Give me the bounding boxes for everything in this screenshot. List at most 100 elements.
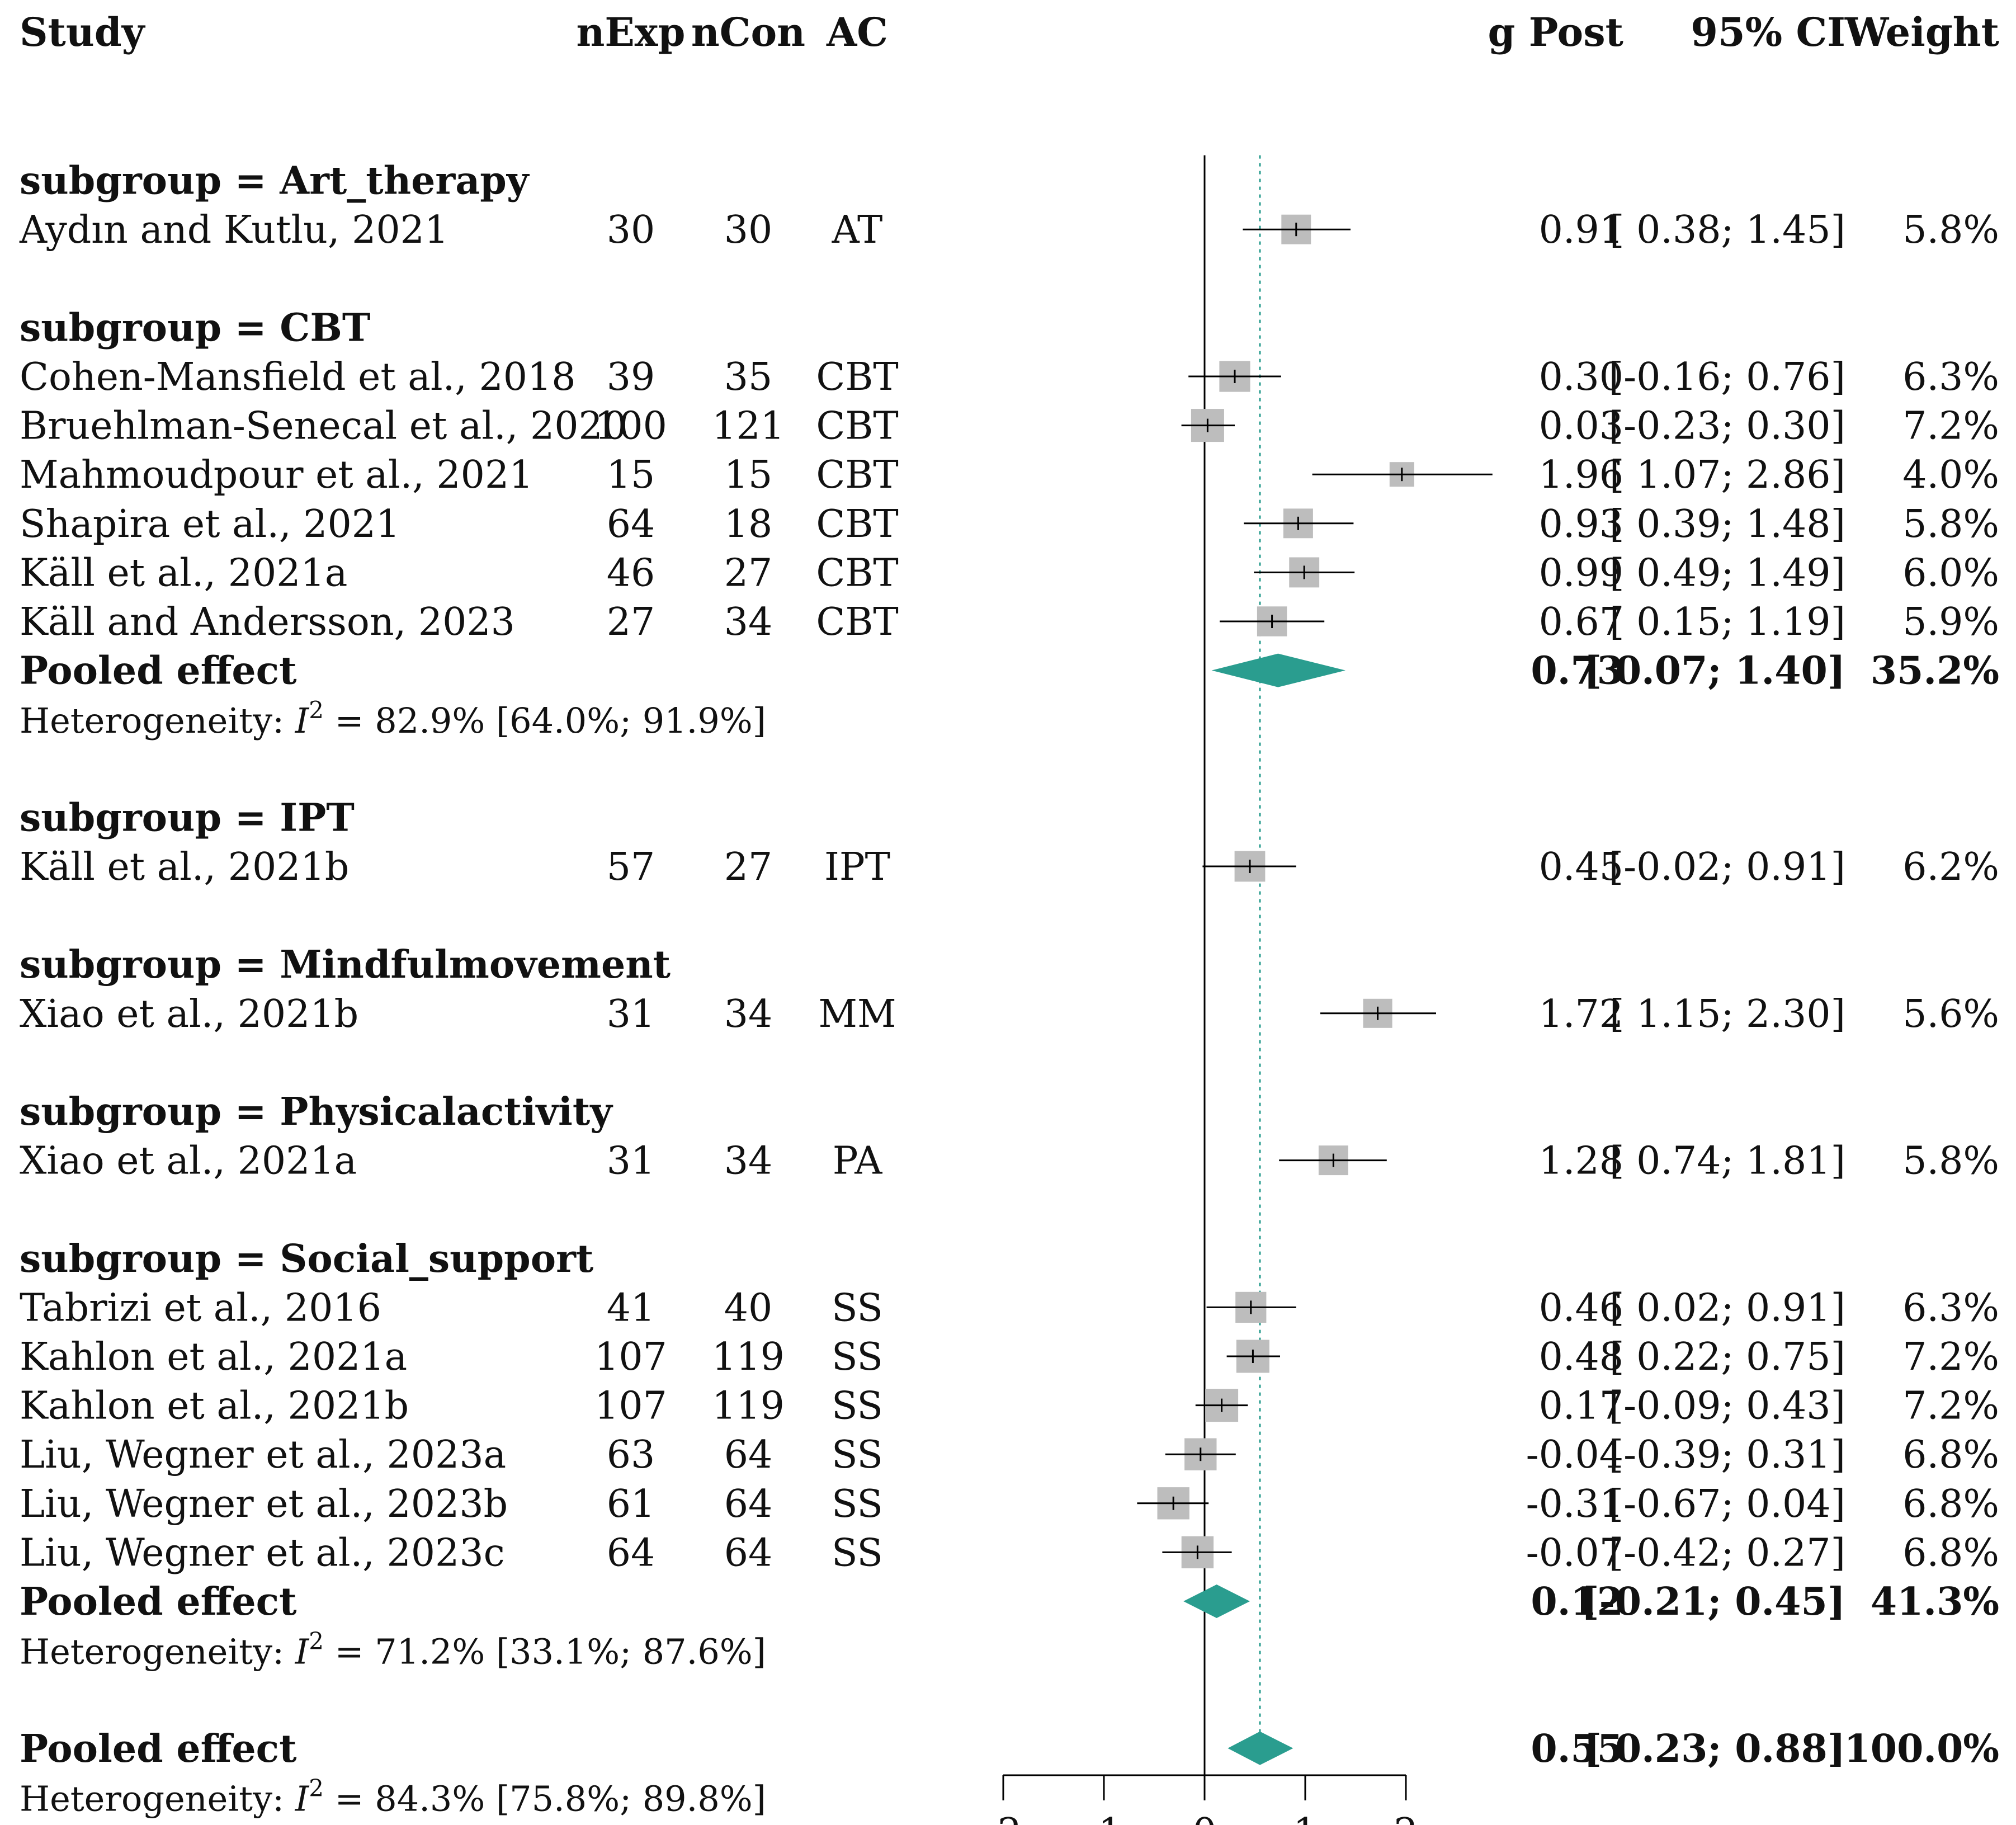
effect-value: 0.48 [1539,1335,1623,1379]
pooled-weight-value: 41.3% [1871,1579,1999,1624]
ac-value: CBT [816,355,898,399]
study-row: Käll et al., 2021a 46 27 CBT 0.99[ 0.49; 1.4… [20,551,1999,595]
ncon-value: 40 [724,1286,773,1330]
header-ci: 95% CI [1691,9,1845,55]
study-name: Käll and Andersson, 2023 [20,600,515,644]
weight-value: 6.8% [1902,1433,1999,1477]
subgroup-header: subgroup = Mindfulmovement [20,942,671,987]
study-name: Xiao et al., 2021a [20,1139,357,1183]
weight-value: 5.8% [1902,502,1999,546]
header-effect: g Post [1488,9,1623,55]
ncon-value: 34 [724,1139,773,1183]
ac-value: SS [832,1433,883,1477]
study-name: Käll et al., 2021a [20,551,347,595]
ac-value: CBT [816,453,898,497]
nexp-value: 64 [607,502,655,546]
study-row: Xiao et al., 2021b 31 34 MM 1.72[ 1.15; 2.30… [20,992,1999,1036]
study-row: Aydın and Kutlu, 2021 30 30 AT 0.91[ 0.38; 1… [19,208,1999,252]
weight-value: 6.3% [1902,1286,1999,1330]
pooled-diamond [1227,1731,1293,1765]
effect-value: 0.93 [1539,502,1623,546]
ac-value: AT [832,208,883,252]
header-weight: Weight [1844,9,1999,55]
ac-value: SS [832,1335,883,1379]
x-tick-label: 2 [1394,1810,1418,1825]
plot-lines [1203,155,1261,1775]
ncon-value: 34 [724,992,773,1036]
study-row: Xiao et al., 2021a 31 34 PA 1.28[ 0.74; 1.81… [20,1139,1999,1183]
subgroup-header: subgroup = IPT [20,795,355,840]
nexp-value: 31 [607,1139,655,1183]
weight-value: 7.2% [1902,404,1999,449]
subgroup-header: subgroup = CBT [20,305,371,350]
study-name: Bruehlman-Senecal et al., 2020 [20,404,627,449]
effect-value: 0.99 [1539,551,1623,595]
pooled-label: Pooled effect [20,1579,297,1624]
ci-value: [ 0.22; 0.75] [1609,1335,1845,1379]
pooled-row: Pooled effect 0.73[ 0.07; 1.40] 35.2% [20,649,1999,694]
study-name: Cohen-Mansfield et al., 2018 [20,355,576,399]
ncon-value: 15 [724,453,773,497]
pooled-label: Pooled effect [20,649,297,694]
study-name: Kahlon et al., 2021b [20,1384,409,1428]
study-row: Liu, Wegner et al., 2023a 63 64 SS -0.04[-0.… [20,1433,1999,1477]
subgroup-test-text: Test for subgroup differences: χ52 = 36.… [20,1824,1111,1825]
weight-value: 6.3% [1902,355,1999,399]
x-tick-label: 0 [1192,1810,1216,1825]
effect-value: 0.67 [1539,600,1623,644]
study-name: Käll et al., 2021b [20,845,349,889]
nexp-value: 15 [607,453,655,497]
ac-value: IPT [824,845,890,889]
weight-value: 5.6% [1902,992,1999,1036]
study-name: Kahlon et al., 2021a [20,1335,407,1379]
ci-value: [ 0.39; 1.48] [1609,502,1845,546]
ac-value: SS [832,1286,883,1330]
ci-value: [ 0.02; 0.91] [1609,1286,1845,1330]
header-ac: AC [826,9,888,55]
nexp-value: 107 [594,1384,667,1428]
ncon-value: 27 [724,551,773,595]
nexp-value: 41 [607,1286,655,1330]
pooled-weight-value: 100.0% [1844,1727,1999,1771]
ac-value: SS [832,1384,883,1428]
study-name: Shapira et al., 2021 [20,502,400,546]
ncon-value: 119 [712,1384,785,1428]
ci-value: [ 0.49; 1.49] [1609,551,1845,595]
nexp-value: 46 [607,551,655,595]
heterogeneity-text: Heterogeneity: I2 = 82.9% [64.0%; 91.9%] [20,696,766,741]
ci-value: [ 1.15; 2.30] [1609,992,1845,1036]
heterogeneity-text: Heterogeneity: I2 = 71.2% [33.1%; 87.6%] [20,1628,766,1672]
nexp-value: 31 [607,992,655,1036]
subgroup-header: subgroup = Social_support [20,1237,594,1281]
study-name: Liu, Wegner et al., 2023c [20,1531,505,1575]
effect-value: -0.31 [1526,1482,1623,1526]
nexp-value: 27 [607,600,655,644]
pooled-row: Pooled effect 0.55[ 0.23; 0.88]100.0% [20,1727,1999,1771]
ci-value: [-0.39; 0.31] [1609,1433,1845,1477]
pooled-effect-value: 0.73 [1531,649,1623,694]
nexp-value: 100 [594,404,667,449]
ncon-value: 64 [724,1482,773,1526]
ncon-value: 119 [712,1335,785,1379]
nexp-value: 57 [607,845,655,889]
ac-value: CBT [816,600,898,644]
pooled-diamond [1211,653,1345,687]
ac-value: PA [833,1139,883,1183]
ncon-value: 18 [724,502,773,546]
effect-value: 0.17 [1539,1384,1623,1428]
weight-value: 5.8% [1902,1139,1999,1183]
ac-value: MM [818,992,896,1036]
study-row: Kahlon et al., 2021b 107 119 SS 0.17[-0.09; … [20,1384,1999,1428]
effect-value: -0.07 [1526,1531,1623,1575]
weight-value: 5.9% [1902,600,1999,644]
ac-value: CBT [816,502,898,546]
ncon-value: 27 [724,845,773,889]
pooled-ci-value: [ 0.07; 1.40] [1584,649,1845,694]
ncon-value: 64 [724,1531,773,1575]
weight-value: 5.8% [1902,208,1999,252]
effect-value: 0.46 [1539,1286,1623,1330]
pooled-label: Pooled effect [20,1727,297,1771]
weight-value: 6.2% [1902,845,1999,889]
